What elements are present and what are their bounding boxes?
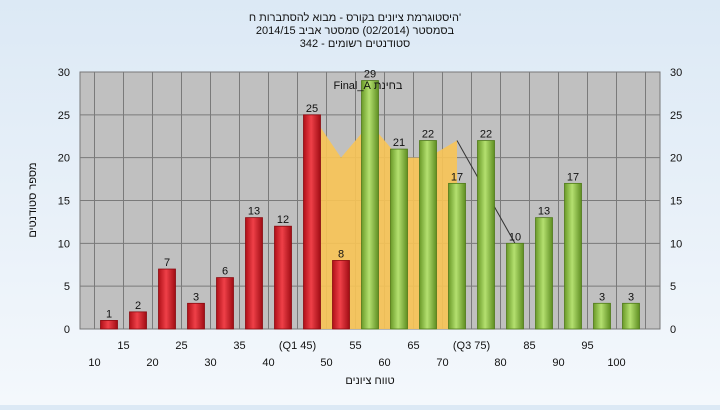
bar-100 (622, 302, 640, 330)
bar-value-label: 13 (248, 206, 260, 218)
x-tick-label: 30 (204, 357, 216, 369)
y-tick-left: 10 (58, 238, 70, 250)
bar-value-label: 1 (106, 308, 112, 320)
bar-value-label: 17 (567, 171, 579, 183)
x-tick-label: 15 (117, 340, 129, 352)
grid-lines (80, 72, 660, 329)
title-line-2: בסמסטר (02/2014) סמסטר אביב 2014/15 (256, 25, 455, 37)
bar-Q375 (477, 140, 495, 330)
y-axis-left-ticks: 0 5 10 15 20 25 30 (58, 67, 70, 336)
bar-50 (332, 260, 350, 330)
bar-Q145 (303, 114, 321, 330)
bar-55 (361, 80, 379, 330)
bar-65 (419, 140, 437, 330)
x-tick-label: 35 (233, 340, 245, 352)
bar-70 (448, 182, 466, 330)
y-tick-right: 5 (670, 281, 676, 293)
bar-value-label: 3 (193, 291, 199, 303)
bar-40 (274, 225, 292, 330)
y-tick-left: 25 (58, 110, 70, 122)
x-tick-label: 50 (320, 357, 332, 369)
x-tick-label: 25 (175, 340, 187, 352)
bar-value-label: 10 (509, 231, 521, 243)
bar-value-label: 25 (306, 103, 318, 115)
y-axis-title: מספר סטודנטים (27, 162, 39, 237)
x-tick-label: 60 (378, 357, 390, 369)
y-tick-right: 30 (670, 67, 682, 79)
bars (100, 80, 640, 330)
bar-80 (506, 242, 524, 330)
x-tick-label: 80 (494, 357, 506, 369)
bar-95 (593, 302, 611, 330)
title-line-1: 'היסטוגרמת ציונים בקורס - מבוא להסתברות … (249, 11, 461, 24)
bar-value-label: 29 (364, 69, 376, 81)
y-tick-right: 0 (670, 324, 676, 336)
y-tick-right: 10 (670, 238, 682, 250)
bar-35 (245, 217, 263, 330)
chart-title: 'היסטוגרמת ציונים בקורס - מבוא להסתברות … (249, 11, 461, 50)
bar-value-label: 3 (628, 291, 634, 303)
x-tick-label: (Q3 75) (453, 340, 490, 352)
bar-value-label: 21 (393, 137, 405, 149)
y-tick-left: 20 (58, 153, 70, 165)
title-line-3: סטודנטים רשומים - 342 (300, 38, 411, 50)
y-tick-left: 15 (58, 196, 70, 208)
x-tick-label: 100 (607, 357, 625, 369)
bar-value-label: 22 (480, 129, 492, 141)
bar-60 (390, 148, 408, 330)
bar-10 (100, 320, 118, 330)
x-axis-title: טווח ציונים (345, 375, 394, 387)
y-tick-left: 0 (64, 324, 70, 336)
x-axis-ticks: 10 15 20 25 30 35 40 (Q1 45) 50 55 60 65 70 (Q3 75) 80… (88, 340, 625, 369)
y-tick-right: 20 (670, 153, 682, 165)
y-tick-left: 5 (64, 281, 70, 293)
y-tick-right: 15 (670, 196, 682, 208)
bar-value-label: 3 (599, 291, 605, 303)
bar-value-label: 6 (222, 266, 228, 278)
bar-20 (158, 268, 176, 330)
bar-value-label: 8 (338, 248, 344, 260)
y-tick-right: 25 (670, 110, 682, 122)
x-tick-label: 85 (523, 340, 535, 352)
bar-value-label: 7 (164, 257, 170, 269)
x-tick-label: (Q1 45) (279, 340, 316, 352)
bar-value-label: 17 (451, 171, 463, 183)
bar-15 (129, 311, 147, 330)
bar-30 (216, 277, 234, 330)
x-tick-label: 65 (407, 340, 419, 352)
bar-90 (564, 182, 582, 330)
x-tick-label: 90 (552, 357, 564, 369)
bar-value-label: 2 (135, 300, 141, 312)
bar-value-label: 22 (422, 129, 434, 141)
bar-25 (187, 302, 205, 330)
bar-85 (535, 217, 553, 330)
area-series-label: בחינת Final_A (334, 80, 403, 92)
x-tick-label: 40 (262, 357, 274, 369)
x-tick-label: 70 (436, 357, 448, 369)
x-tick-label: 10 (88, 357, 100, 369)
bar-value-label: 13 (538, 206, 550, 218)
y-tick-left: 30 (58, 67, 70, 79)
x-tick-label: 95 (581, 340, 593, 352)
bar-value-label: 12 (277, 214, 289, 226)
y-axis-right-ticks: 0 5 10 15 20 25 30 (670, 67, 682, 336)
x-tick-label: 20 (146, 357, 158, 369)
x-tick-label: 55 (349, 340, 361, 352)
